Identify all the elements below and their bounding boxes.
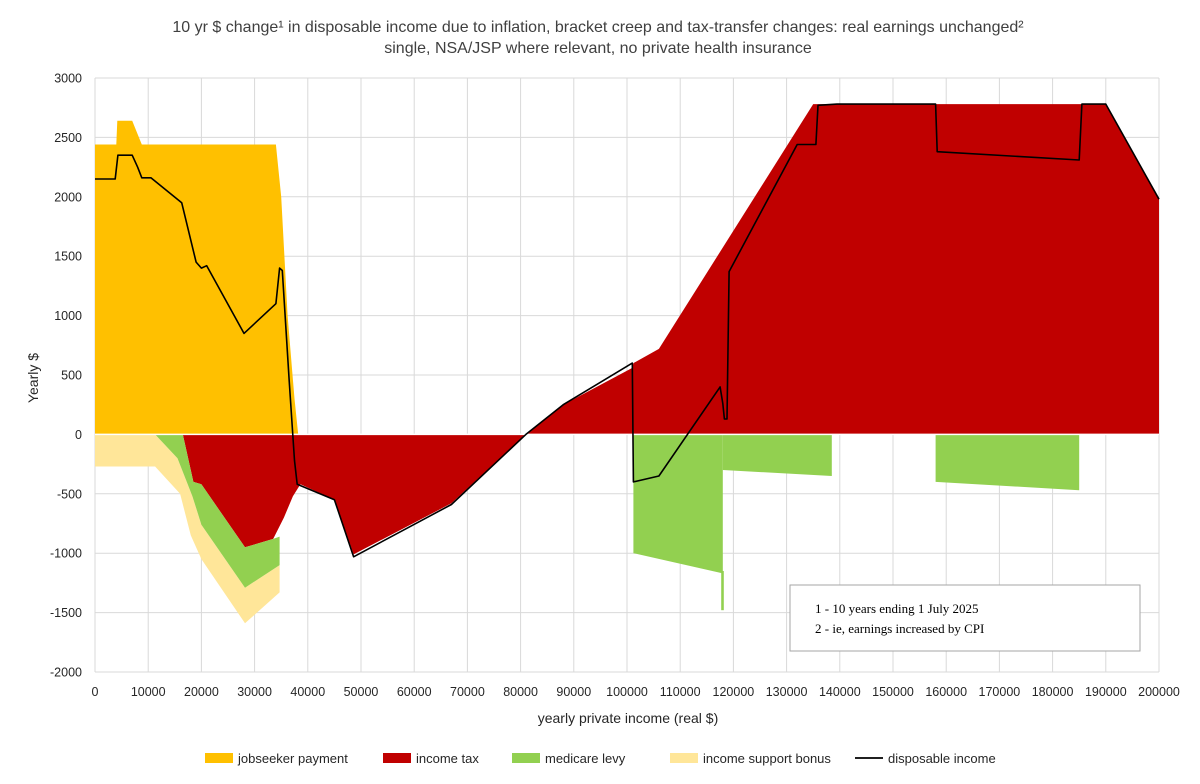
chart-title-line-1: 10 yr $ change¹ in disposable income due…: [172, 19, 1024, 36]
x-tick-label: 140000: [819, 685, 861, 699]
x-tick-label: 110000: [660, 685, 701, 699]
x-tick-label: 60000: [397, 685, 432, 699]
area-medicare-levy: [633, 434, 723, 574]
x-tick-label: 80000: [503, 685, 538, 699]
x-tick-label: 130000: [766, 685, 808, 699]
area-income-tax: [182, 104, 1160, 555]
x-tick-label: 150000: [872, 685, 914, 699]
legend-label: medicare levy: [545, 751, 626, 766]
x-tick-label: 70000: [450, 685, 485, 699]
y-tick-label: 0: [75, 428, 82, 442]
area-jobseeker-payment: [95, 120, 299, 435]
y-tick-label: 1000: [54, 309, 82, 323]
y-tick-label: -1500: [50, 606, 82, 620]
y-tick-label: 2000: [54, 190, 82, 204]
x-tick-label: 190000: [1085, 685, 1127, 699]
x-tick-label: 20000: [184, 685, 219, 699]
legend-item-disposable-income: disposable income: [855, 751, 996, 766]
chart-title-line-2: single, NSA/JSP where relevant, no priva…: [384, 40, 812, 57]
y-tick-label: -1000: [50, 547, 82, 561]
legend-item-income-support-bonus: income support bonus: [670, 751, 831, 766]
area-medicare-levy: [935, 434, 1080, 491]
x-tick-label: 40000: [290, 685, 325, 699]
tick-labels: 0 10000 20000 30000 40000 50000 60000 70000 8000…: [50, 72, 1180, 700]
area-medicare-levy: [155, 434, 280, 588]
area-medicare-levy: [721, 571, 724, 611]
plot-areas: [95, 104, 1160, 624]
x-tick-label: 160000: [925, 685, 967, 699]
x-tick-label: 180000: [1032, 685, 1074, 699]
notes-box: 1 - 10 years ending 1 July 2025 2 - ie, …: [789, 584, 1141, 652]
legend-swatch: [512, 753, 540, 763]
x-tick-label: 90000: [556, 685, 591, 699]
legend-label: income tax: [416, 751, 479, 766]
y-tick-label: 2500: [54, 131, 82, 145]
x-tick-label: 50000: [344, 685, 379, 699]
legend-item-jobseeker-payment: jobseeker payment: [205, 751, 348, 766]
y-tick-label: 500: [61, 369, 82, 383]
line-layer: [95, 103, 1160, 558]
x-tick-label: 100000: [606, 685, 648, 699]
legend-swatch: [205, 753, 233, 763]
legend-swatch: [383, 753, 411, 763]
note-1: 1 - 10 years ending 1 July 2025: [815, 601, 979, 616]
note-2: 2 - ie, earnings increased by CPI: [815, 621, 984, 636]
x-tick-label: 30000: [237, 685, 272, 699]
y-tick-label: -500: [57, 487, 82, 501]
x-tick-label: 10000: [131, 685, 166, 699]
legend-label: income support bonus: [703, 751, 831, 766]
x-tick-label: 170000: [979, 685, 1021, 699]
x-axis-title: yearly private income (real $): [538, 710, 719, 726]
area-medicare-levy: [722, 434, 832, 476]
legend-item-medicare-levy: medicare levy: [512, 751, 626, 766]
y-tick-label: 3000: [54, 72, 82, 86]
x-tick-label: 200000: [1138, 685, 1180, 699]
legend-label: jobseeker payment: [237, 751, 348, 766]
x-tick-label: 0: [92, 685, 99, 699]
line-disposable-income: [95, 103, 1160, 558]
legend: jobseeker payment income tax medicare levy…: [205, 751, 996, 766]
legend-item-income-tax: income tax: [383, 751, 479, 766]
x-tick-label: 120000: [713, 685, 755, 699]
legend-label: disposable income: [888, 751, 996, 766]
y-axis-title: Yearly $: [25, 353, 41, 403]
area-income-support-bonus: [95, 434, 280, 624]
y-tick-label: -2000: [50, 666, 82, 680]
legend-swatch: [670, 753, 698, 763]
y-tick-label: 1500: [54, 250, 82, 264]
